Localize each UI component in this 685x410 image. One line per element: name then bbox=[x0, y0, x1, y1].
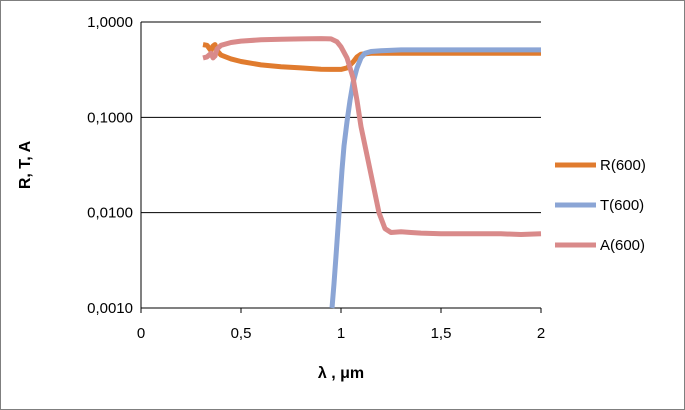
legend-label: A(600) bbox=[600, 237, 645, 254]
x-tick-label: 0,5 bbox=[231, 325, 252, 342]
y-tick-label: 1,0000 bbox=[87, 14, 133, 31]
legend-label: T(600) bbox=[600, 197, 644, 214]
series-line-3 bbox=[202, 36, 542, 237]
series-line-2 bbox=[329, 47, 541, 309]
x-tick-label: 1 bbox=[337, 325, 345, 342]
legend-label: R(600) bbox=[600, 157, 646, 174]
x-tick-label: 0 bbox=[137, 325, 145, 342]
x-tick-label: 1,5 bbox=[431, 325, 452, 342]
series-lines bbox=[202, 36, 542, 309]
y-tick-label: 0,0010 bbox=[87, 300, 133, 317]
legend: R(600) T(600) A(600) bbox=[555, 157, 646, 254]
y-tick-labels: 0,0010 0,0100 0,1000 1,0000 bbox=[87, 14, 133, 317]
y-axis-title: R, T, A bbox=[17, 140, 34, 189]
x-tick-labels: 0 0,5 1 1,5 2 bbox=[137, 325, 545, 342]
y-tick-label: 0,0100 bbox=[87, 205, 133, 222]
y-tick-label: 0,1000 bbox=[87, 109, 133, 126]
x-tick-label: 2 bbox=[537, 325, 545, 342]
x-axis-title: λ , μm bbox=[318, 365, 364, 382]
